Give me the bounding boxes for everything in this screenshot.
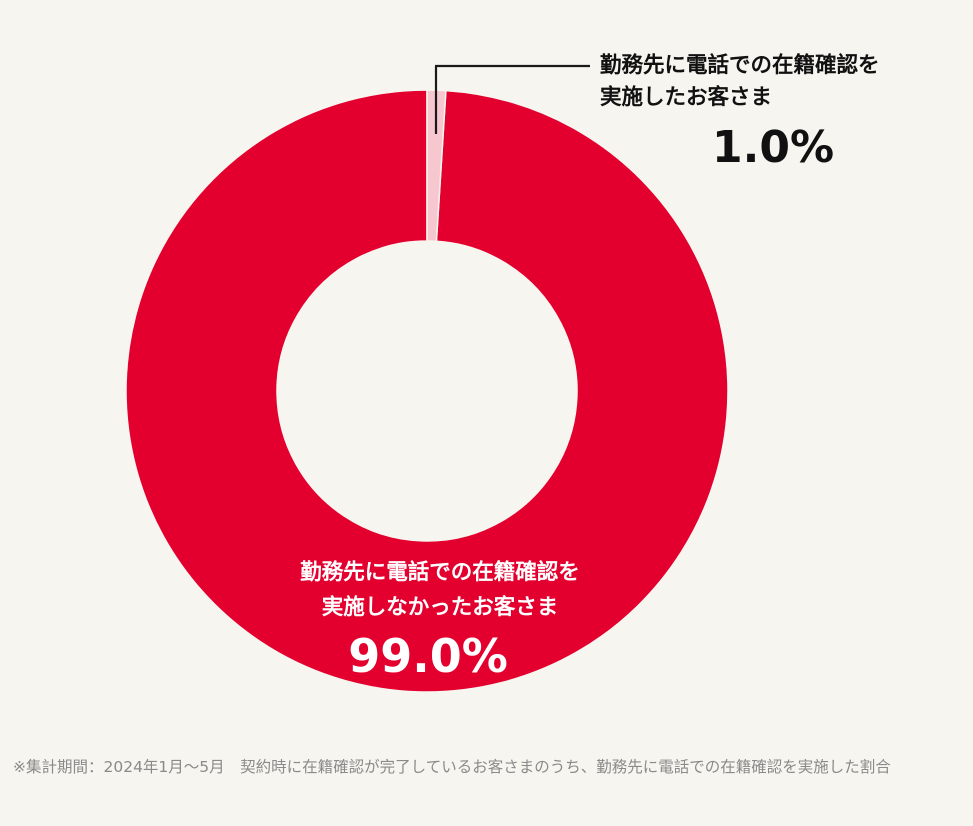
verified-value-label: 1.0% [712, 122, 834, 173]
verified-label-line-2: 実施したお客さま [600, 84, 772, 110]
verified-label-line-1: 勤務先に電話での在籍確認を [600, 52, 880, 78]
slice-verified [426, 89, 447, 243]
not-verified-label-line-1: 勤務先に電話での在籍確認を [300, 559, 580, 585]
slice-not-verified [125, 89, 729, 693]
not-verified-label-line-2: 実施しなかったお客さま [322, 594, 559, 620]
donut-slices [125, 89, 729, 693]
footnote: ※集計期間：2024年1月〜5月 契約時に在籍確認が完了しているお客さまのうち、… [13, 758, 891, 776]
donut-chart: 勤務先に電話での在籍確認を 実施したお客さま 1.0% 勤務先に電話での在籍確認… [125, 52, 880, 693]
not-verified-value-label: 99.0% [348, 629, 508, 683]
